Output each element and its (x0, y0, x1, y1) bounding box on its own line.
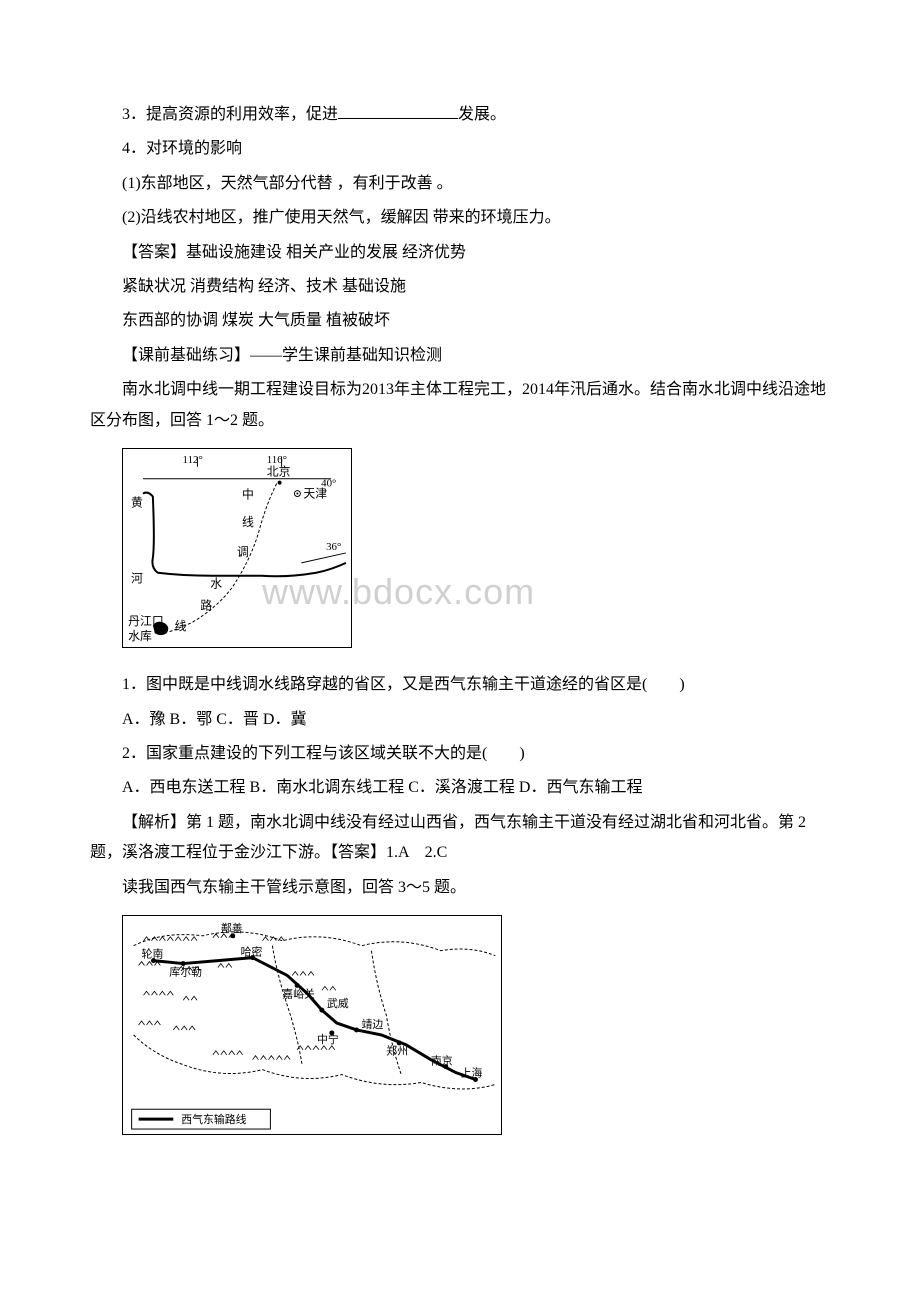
shui-label: 水 (210, 577, 222, 591)
answer-line-1: 【答案】基础设施建设 相关产业的发展 经济优势 (90, 238, 830, 268)
intro-text: 南水北调中线一期工程建设目标为2013年主体工程完工，2014年汛后通水。结合南… (90, 375, 830, 436)
shanghai-label: 上海 (461, 1066, 483, 1080)
jingbian-label: 靖边 (362, 1018, 384, 1031)
figure-2-container: 鄯善 轮南 库尔勒 哈密 嘉峪关 武威 中宁 靖边 郑州 南京 上海 西气东输路… (122, 915, 830, 1145)
danjiangkou-label: 丹江口 (128, 614, 164, 628)
answer-line-2: 紧缺状况 消费结构 经济、技术 基础设施 (90, 272, 830, 302)
paragraph-4-2: (2)沿线农村地区，推广使用天然气，缓解因 带来的环境压力。 (90, 203, 830, 233)
paragraph-4: 4．对环境的影响 (90, 134, 830, 164)
text: 紧缺状况 消费结构 经济、技术 基础设施 (122, 278, 406, 295)
text: 4．对环境的影响 (122, 140, 242, 157)
map1-svg: 112° 116° 40° 北京 天津 黄 河 36° 中 线 调 水 路 (123, 449, 351, 647)
figure-1-container: 112° 116° 40° 北京 天津 黄 河 36° 中 线 调 水 路 (122, 448, 830, 658)
text: 2．国家重点建设的下列工程与该区域关联不大的是( ) (122, 745, 525, 762)
text: 读我国西气东输主干管线示意图，回答 3～5 题。 (122, 879, 466, 896)
text: A．豫 B．鄂 C．晋 D．冀 (122, 711, 306, 728)
wuwei-label: 武威 (327, 997, 349, 1010)
lat36-label: 36° (326, 541, 341, 553)
zhongning-label: 中宁 (317, 1032, 339, 1046)
text: 东西部的协调 煤炭 大气质量 植被破坏 (122, 312, 390, 329)
text: (2)沿线农村地区，推广使用天然气，缓解因 带来的环境压力。 (122, 209, 561, 226)
text: 1．图中既是中线调水线路穿越的省区，又是西气东输主干道途经的省区是( ) (122, 676, 685, 693)
lunnan-label: 轮南 (142, 947, 164, 961)
text: 【课前基础练习】——学生课前基础知识检测 (122, 347, 442, 364)
text: (1)东部地区，天然气部分代替 ，有利于改善 。 (122, 175, 453, 192)
paragraph-3: 3．提高资源的利用效率，促进 发展。 (90, 100, 830, 130)
zhong-label: 中 (242, 487, 254, 501)
shuiku-label: 水库 (128, 629, 152, 643)
answer-line-3: 东西部的协调 煤炭 大气质量 植被破坏 (90, 306, 830, 336)
lon112-label: 112° (183, 454, 203, 466)
question-2-options: A．西电东送工程 B．南水北调东线工程 C．溪洛渡工程 D．西气东输工程 (90, 773, 830, 803)
shanshan-label: 鄯善 (221, 921, 243, 935)
question-2: 2．国家重点建设的下列工程与该区域关联不大的是( ) (90, 739, 830, 769)
text: 【解析】第 1 题，南水北调中线没有经过山西省，西气东输主干道没有经过湖北省和河… (90, 814, 806, 861)
question-1-options: A．豫 B．鄂 C．晋 D．冀 (90, 705, 830, 735)
legend-label: 西气东输路线 (181, 1112, 246, 1126)
xian2-label: 线 (175, 619, 187, 633)
zhengzhou-label: 郑州 (386, 1044, 408, 1058)
map-1: 112° 116° 40° 北京 天津 黄 河 36° 中 线 调 水 路 (122, 448, 352, 648)
beijing-label: 北京 (267, 465, 291, 479)
practice-header: 【课前基础练习】——学生课前基础知识检测 (90, 341, 830, 371)
paragraph-4-1: (1)东部地区，天然气部分代替 ，有利于改善 。 (90, 169, 830, 199)
text: 南水北调中线一期工程建设目标为2013年主体工程完工，2014年汛后通水。结合南… (90, 381, 826, 428)
analysis: 【解析】第 1 题，南水北调中线没有经过山西省，西气东输主干道没有经过湖北省和河… (90, 808, 830, 869)
text: 发展。 (458, 106, 506, 123)
tiao-label: 调 (237, 545, 249, 559)
jiayuguan-label: 嘉峪关 (282, 986, 315, 1000)
map2-svg: 鄯善 轮南 库尔勒 哈密 嘉峪关 武威 中宁 靖边 郑州 南京 上海 西气东输路… (123, 916, 501, 1134)
question-1: 1．图中既是中线调水线路穿越的省区，又是西气东输主干道途经的省区是( ) (90, 670, 830, 700)
xian-label: 线 (242, 515, 254, 529)
tianjin-label: 天津 (303, 486, 327, 500)
text: A．西电东送工程 B．南水北调东线工程 C．溪洛渡工程 D．西气东输工程 (122, 779, 642, 796)
lu-label: 路 (200, 598, 212, 612)
blank-fill (338, 103, 458, 119)
map-2: 鄯善 轮南 库尔勒 哈密 嘉峪关 武威 中宁 靖边 郑州 南京 上海 西气东输路… (122, 915, 502, 1135)
nanjing-label: 南京 (431, 1054, 453, 1068)
he-label: 河 (131, 572, 143, 586)
question-3-intro: 读我国西气东输主干管线示意图，回答 3～5 题。 (90, 873, 830, 903)
text: 3．提高资源的利用效率，促进 (122, 106, 338, 123)
text: 【答案】基础设施建设 相关产业的发展 经济优势 (122, 244, 466, 261)
kuerle-label: 库尔勒 (169, 965, 202, 978)
huang-label: 黄 (131, 495, 143, 509)
hami-label: 哈密 (241, 945, 263, 959)
